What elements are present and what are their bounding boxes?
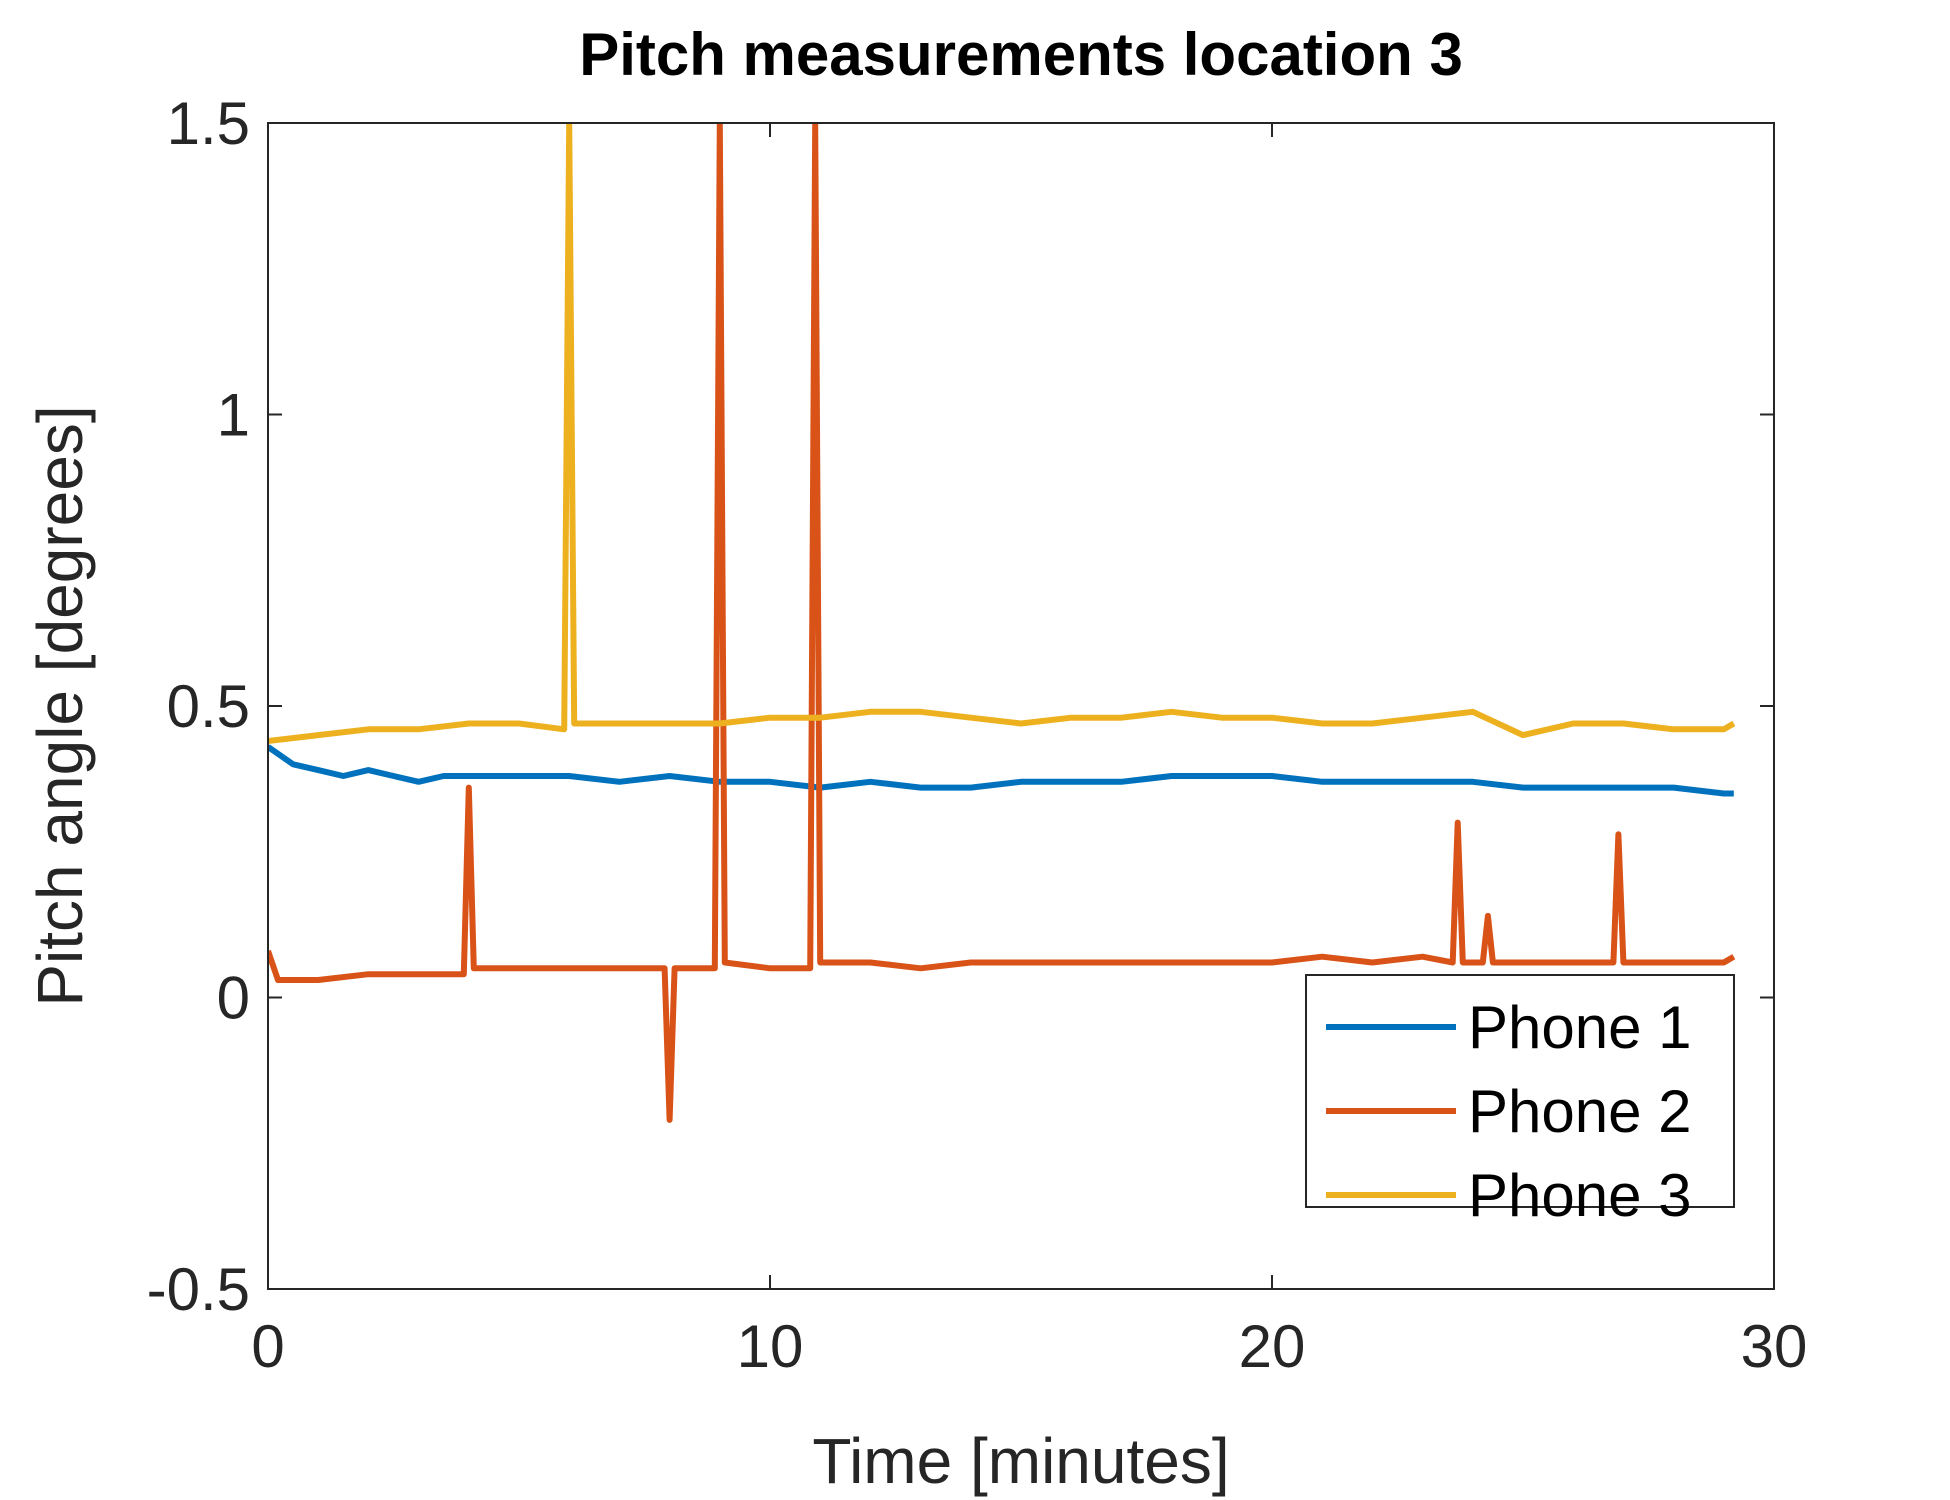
series-line-phone-2 <box>268 123 1736 1123</box>
y-axis-label: Pitch angle [degrees] <box>24 405 96 1006</box>
series-line-phone-3 <box>268 123 1736 744</box>
ticks-layer: 0 10 20 30-0.500.511.5 <box>147 90 1808 1380</box>
legend-box <box>1305 974 1735 1208</box>
x-tick-label: 10 <box>737 1313 804 1380</box>
chart-title: Pitch measurements location 3 <box>579 21 1463 88</box>
legend: Phone 1 Phone 2 Phone 3 <box>1305 974 1735 1229</box>
legend-label-phone-3: Phone 3 <box>1468 1162 1692 1229</box>
series-line-phone-1 <box>268 744 1734 797</box>
series-layer <box>268 123 1736 1123</box>
x-axis-label: Time [minutes] <box>812 1425 1229 1497</box>
legend-label-phone-1: Phone 1 <box>1468 994 1692 1061</box>
x-tick-label: 30 <box>1741 1313 1808 1380</box>
legend-label-phone-2: Phone 2 <box>1468 1078 1692 1145</box>
x-tick-label: 0 <box>251 1313 284 1380</box>
x-tick-label: 20 <box>1239 1313 1306 1380</box>
y-tick-label: 1.5 <box>167 90 250 157</box>
plot-frame <box>267 122 1775 1290</box>
y-tick-label: 1 <box>217 382 250 449</box>
y-tick-label: -0.5 <box>147 1256 250 1323</box>
y-tick-label: 0 <box>217 965 250 1032</box>
y-tick-label: 0.5 <box>167 673 250 740</box>
